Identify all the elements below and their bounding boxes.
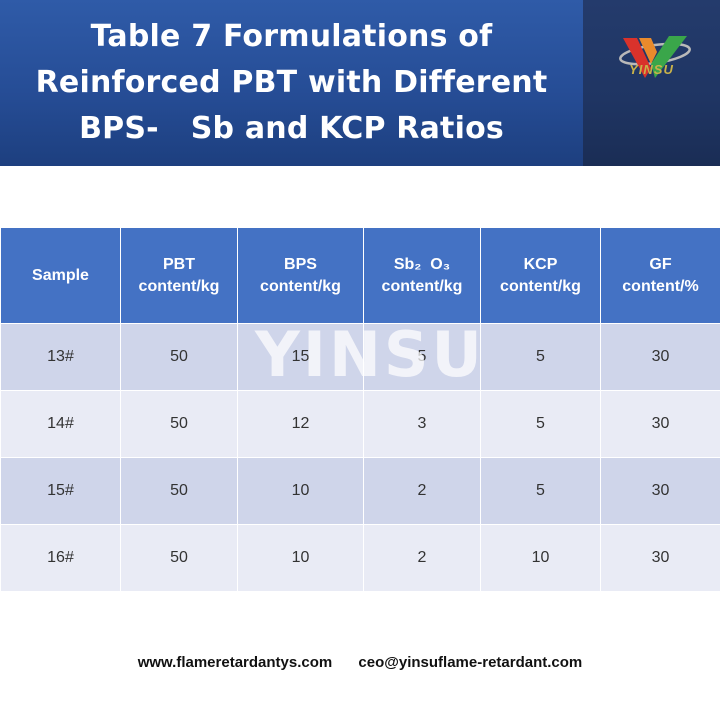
cell-sb2o3: 5 [363,323,481,391]
cell-pbt: 50 [120,457,238,525]
header-gf: GF content/% [600,227,720,324]
header-sb2o3: Sb₂ O₃ content/kg [363,227,481,324]
cell-gf: 30 [600,524,720,592]
header-sample: Sample [0,227,121,324]
cell-sample: 14# [0,390,121,458]
header-pbt: PBT content/kg [120,227,238,324]
cell-pbt: 50 [120,323,238,391]
cell-gf: 30 [600,390,720,458]
cell-sb2o3: 2 [363,457,481,525]
cell-kcp: 5 [480,390,601,458]
yinsu-logo-icon [619,36,691,78]
title-banner: Table 7 Formulations of Reinforced PBT w… [0,0,720,166]
email-text: ceo@yinsuflame-retardant.com [358,654,583,671]
title-line-2: Reinforced PBT with Different [35,65,548,100]
cell-sb2o3: 2 [363,524,481,592]
cell-sample: 15# [0,457,121,525]
cell-bps: 15 [237,323,364,391]
formulation-table: Sample PBT content/kg BPS content/kg Sb₂ O… [0,227,720,592]
table-row: 16# 50 10 2 10 30 [0,524,720,592]
table-row: 15# 50 10 2 5 30 [0,457,720,525]
cell-kcp: 5 [480,457,601,525]
cell-bps: 10 [237,457,364,525]
footer-contact: www.flameretardantys.com ceo@yinsuflame-… [0,654,720,671]
cell-sb2o3: 3 [363,390,481,458]
cell-gf: 30 [600,457,720,525]
title-line-3: BPS- Sb and KCP Ratios [79,111,504,146]
cell-gf: 30 [600,323,720,391]
table-row: 13# 50 15 5 5 30 [0,323,720,391]
header-kcp: KCP content/kg [480,227,601,324]
table-row: 14# 50 12 3 5 30 [0,390,720,458]
cell-pbt: 50 [120,390,238,458]
cell-pbt: 50 [120,524,238,592]
logo-panel: YINSU [583,0,720,166]
title-line-1: Table 7 Formulations of [90,19,493,54]
website-text: www.flameretardantys.com [137,654,333,671]
cell-bps: 12 [237,390,364,458]
logo-text: YINSU [629,62,674,77]
cell-sample: 13# [0,323,121,391]
cell-sample: 16# [0,524,121,592]
cell-kcp: 10 [480,524,601,592]
cell-kcp: 5 [480,323,601,391]
page-title: Table 7 Formulations of Reinforced PBT w… [0,14,583,152]
header-bps: BPS content/kg [237,227,364,324]
cell-bps: 10 [237,524,364,592]
table-header-row: Sample PBT content/kg BPS content/kg Sb₂ O… [0,227,720,324]
